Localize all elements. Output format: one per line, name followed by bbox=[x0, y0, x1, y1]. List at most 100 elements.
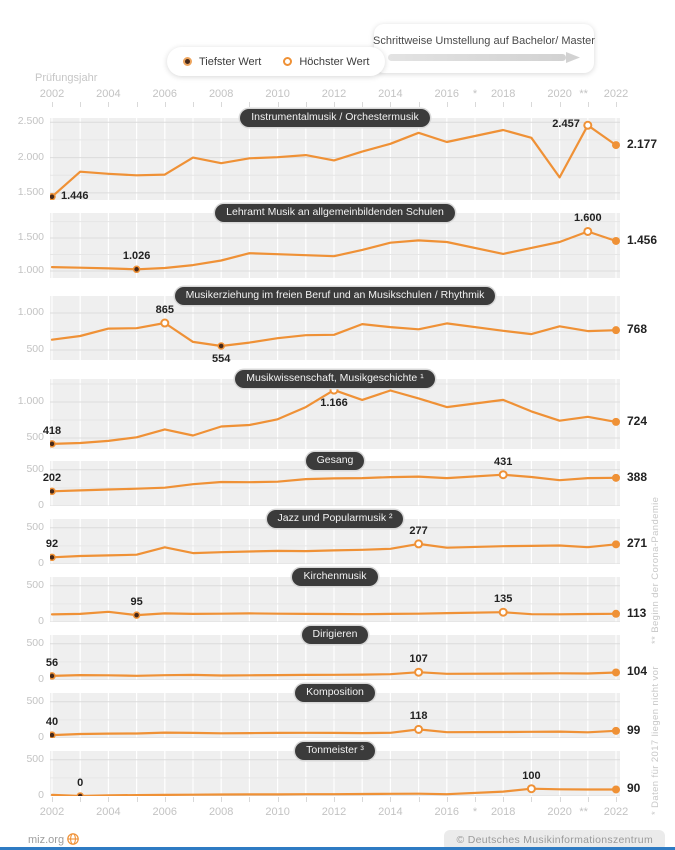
y-tick-label: 2.000 bbox=[17, 150, 44, 163]
data-line bbox=[50, 321, 618, 348]
year-label: 2016 bbox=[434, 88, 460, 100]
min-marker bbox=[50, 672, 56, 680]
min-value-label: 92 bbox=[45, 538, 59, 551]
axis-tick bbox=[616, 102, 617, 107]
axis-tick bbox=[277, 797, 279, 802]
axis-tick bbox=[108, 797, 110, 802]
year-label: 2018 bbox=[490, 88, 516, 100]
axis-tick bbox=[503, 102, 505, 107]
axis-tick bbox=[80, 102, 82, 107]
axis-tick bbox=[559, 797, 561, 802]
axis-tick bbox=[362, 797, 364, 802]
max-marker bbox=[583, 120, 593, 130]
end-marker bbox=[612, 609, 620, 618]
end-value-label: 388 bbox=[627, 469, 648, 484]
axis-tick bbox=[193, 102, 194, 107]
max-marker bbox=[526, 784, 536, 794]
min-value-label: 418 bbox=[42, 424, 62, 437]
max-value-label: 277 bbox=[409, 524, 428, 537]
axis-tick bbox=[277, 102, 279, 107]
axis-tick bbox=[193, 797, 194, 802]
min-value-label: 0 bbox=[77, 777, 84, 789]
axis-tick bbox=[221, 797, 223, 802]
min-marker bbox=[50, 192, 56, 200]
axis-tick bbox=[475, 797, 476, 802]
chart-svg bbox=[50, 118, 620, 200]
axis-tick bbox=[446, 102, 448, 107]
max-value-label: 100 bbox=[522, 769, 541, 782]
axis-tick bbox=[305, 102, 307, 107]
end-marker bbox=[612, 326, 620, 335]
min-marker bbox=[50, 440, 56, 448]
year-label: 2012 bbox=[321, 806, 347, 818]
year-label: 2006 bbox=[152, 806, 178, 818]
year-label: 2008 bbox=[208, 88, 234, 100]
axis-tick bbox=[475, 102, 476, 107]
data-line bbox=[50, 473, 618, 493]
footnote-marker-double-star: ** bbox=[579, 806, 588, 818]
min-value-label: 1.026 bbox=[122, 250, 151, 263]
transition-note-box: Schrittweise Umstellung auf Bachelor/ Ma… bbox=[373, 24, 595, 73]
min-marker bbox=[50, 487, 56, 496]
end-value-label: 90 bbox=[627, 781, 641, 796]
y-tick-label: 500 bbox=[26, 636, 44, 649]
chart-svg bbox=[50, 379, 620, 449]
site-link[interactable]: miz.org bbox=[28, 834, 65, 846]
max-value-label: 865 bbox=[155, 304, 174, 316]
max-marker bbox=[414, 724, 424, 734]
year-label: 2004 bbox=[96, 806, 121, 818]
max-marker bbox=[583, 226, 593, 236]
y-tick-label: 500 bbox=[26, 752, 44, 765]
year-label: 2014 bbox=[378, 806, 403, 818]
data-line bbox=[50, 671, 618, 678]
transition-arrow-icon bbox=[388, 51, 580, 63]
legend-item-max: Höchster Wert bbox=[283, 56, 369, 68]
y-tick-label: 0 bbox=[38, 731, 44, 743]
min-value-label: 202 bbox=[42, 472, 62, 485]
year-label: 2018 bbox=[490, 806, 516, 818]
axis-tick bbox=[305, 797, 307, 802]
axis-tick bbox=[136, 797, 138, 802]
axis-tick bbox=[164, 797, 166, 802]
axis-tick bbox=[221, 102, 223, 107]
max-marker bbox=[498, 607, 508, 617]
chart-svg bbox=[50, 635, 620, 680]
legend-max-label: Höchster Wert bbox=[299, 55, 370, 68]
axis-tick bbox=[334, 797, 335, 802]
data-line bbox=[50, 389, 618, 446]
y-tick-label: 500 bbox=[26, 520, 44, 533]
max-value-label: 1.166 bbox=[320, 397, 348, 410]
year-label: 2002 bbox=[39, 806, 65, 818]
y-tick-label: 500 bbox=[26, 578, 44, 591]
end-marker bbox=[612, 236, 620, 245]
axis-tick bbox=[390, 102, 392, 107]
y-tick-label: 1.000 bbox=[17, 395, 44, 408]
y-tick-label: 0 bbox=[38, 615, 44, 627]
end-value-label: 768 bbox=[627, 322, 648, 337]
min-marker bbox=[50, 553, 56, 562]
max-marker bbox=[329, 385, 339, 395]
axis-tick bbox=[52, 797, 53, 802]
axis-tick bbox=[108, 102, 110, 107]
legend-item-min: Tiefster Wert bbox=[183, 56, 261, 68]
axis-tick bbox=[334, 102, 335, 107]
axis-tick bbox=[362, 102, 364, 107]
globe-icon[interactable] bbox=[66, 832, 80, 846]
y-tick-label: 1.000 bbox=[17, 264, 44, 276]
y-tick-label: 0 bbox=[38, 557, 44, 569]
end-value-label: 113 bbox=[627, 605, 647, 620]
max-marker bbox=[414, 667, 424, 677]
end-value-label: 104 bbox=[627, 664, 648, 679]
end-marker bbox=[612, 540, 620, 549]
year-label: 2016 bbox=[434, 806, 460, 818]
axis-tick bbox=[531, 797, 533, 802]
axis-tick bbox=[164, 102, 166, 107]
axis-tick bbox=[616, 797, 617, 802]
min-dot-icon bbox=[183, 57, 192, 66]
axis-tick bbox=[418, 797, 420, 802]
axis-tick bbox=[446, 797, 448, 802]
data-line bbox=[50, 542, 618, 559]
end-marker bbox=[612, 726, 620, 735]
data-line bbox=[50, 728, 618, 737]
axis-tick bbox=[136, 102, 138, 107]
